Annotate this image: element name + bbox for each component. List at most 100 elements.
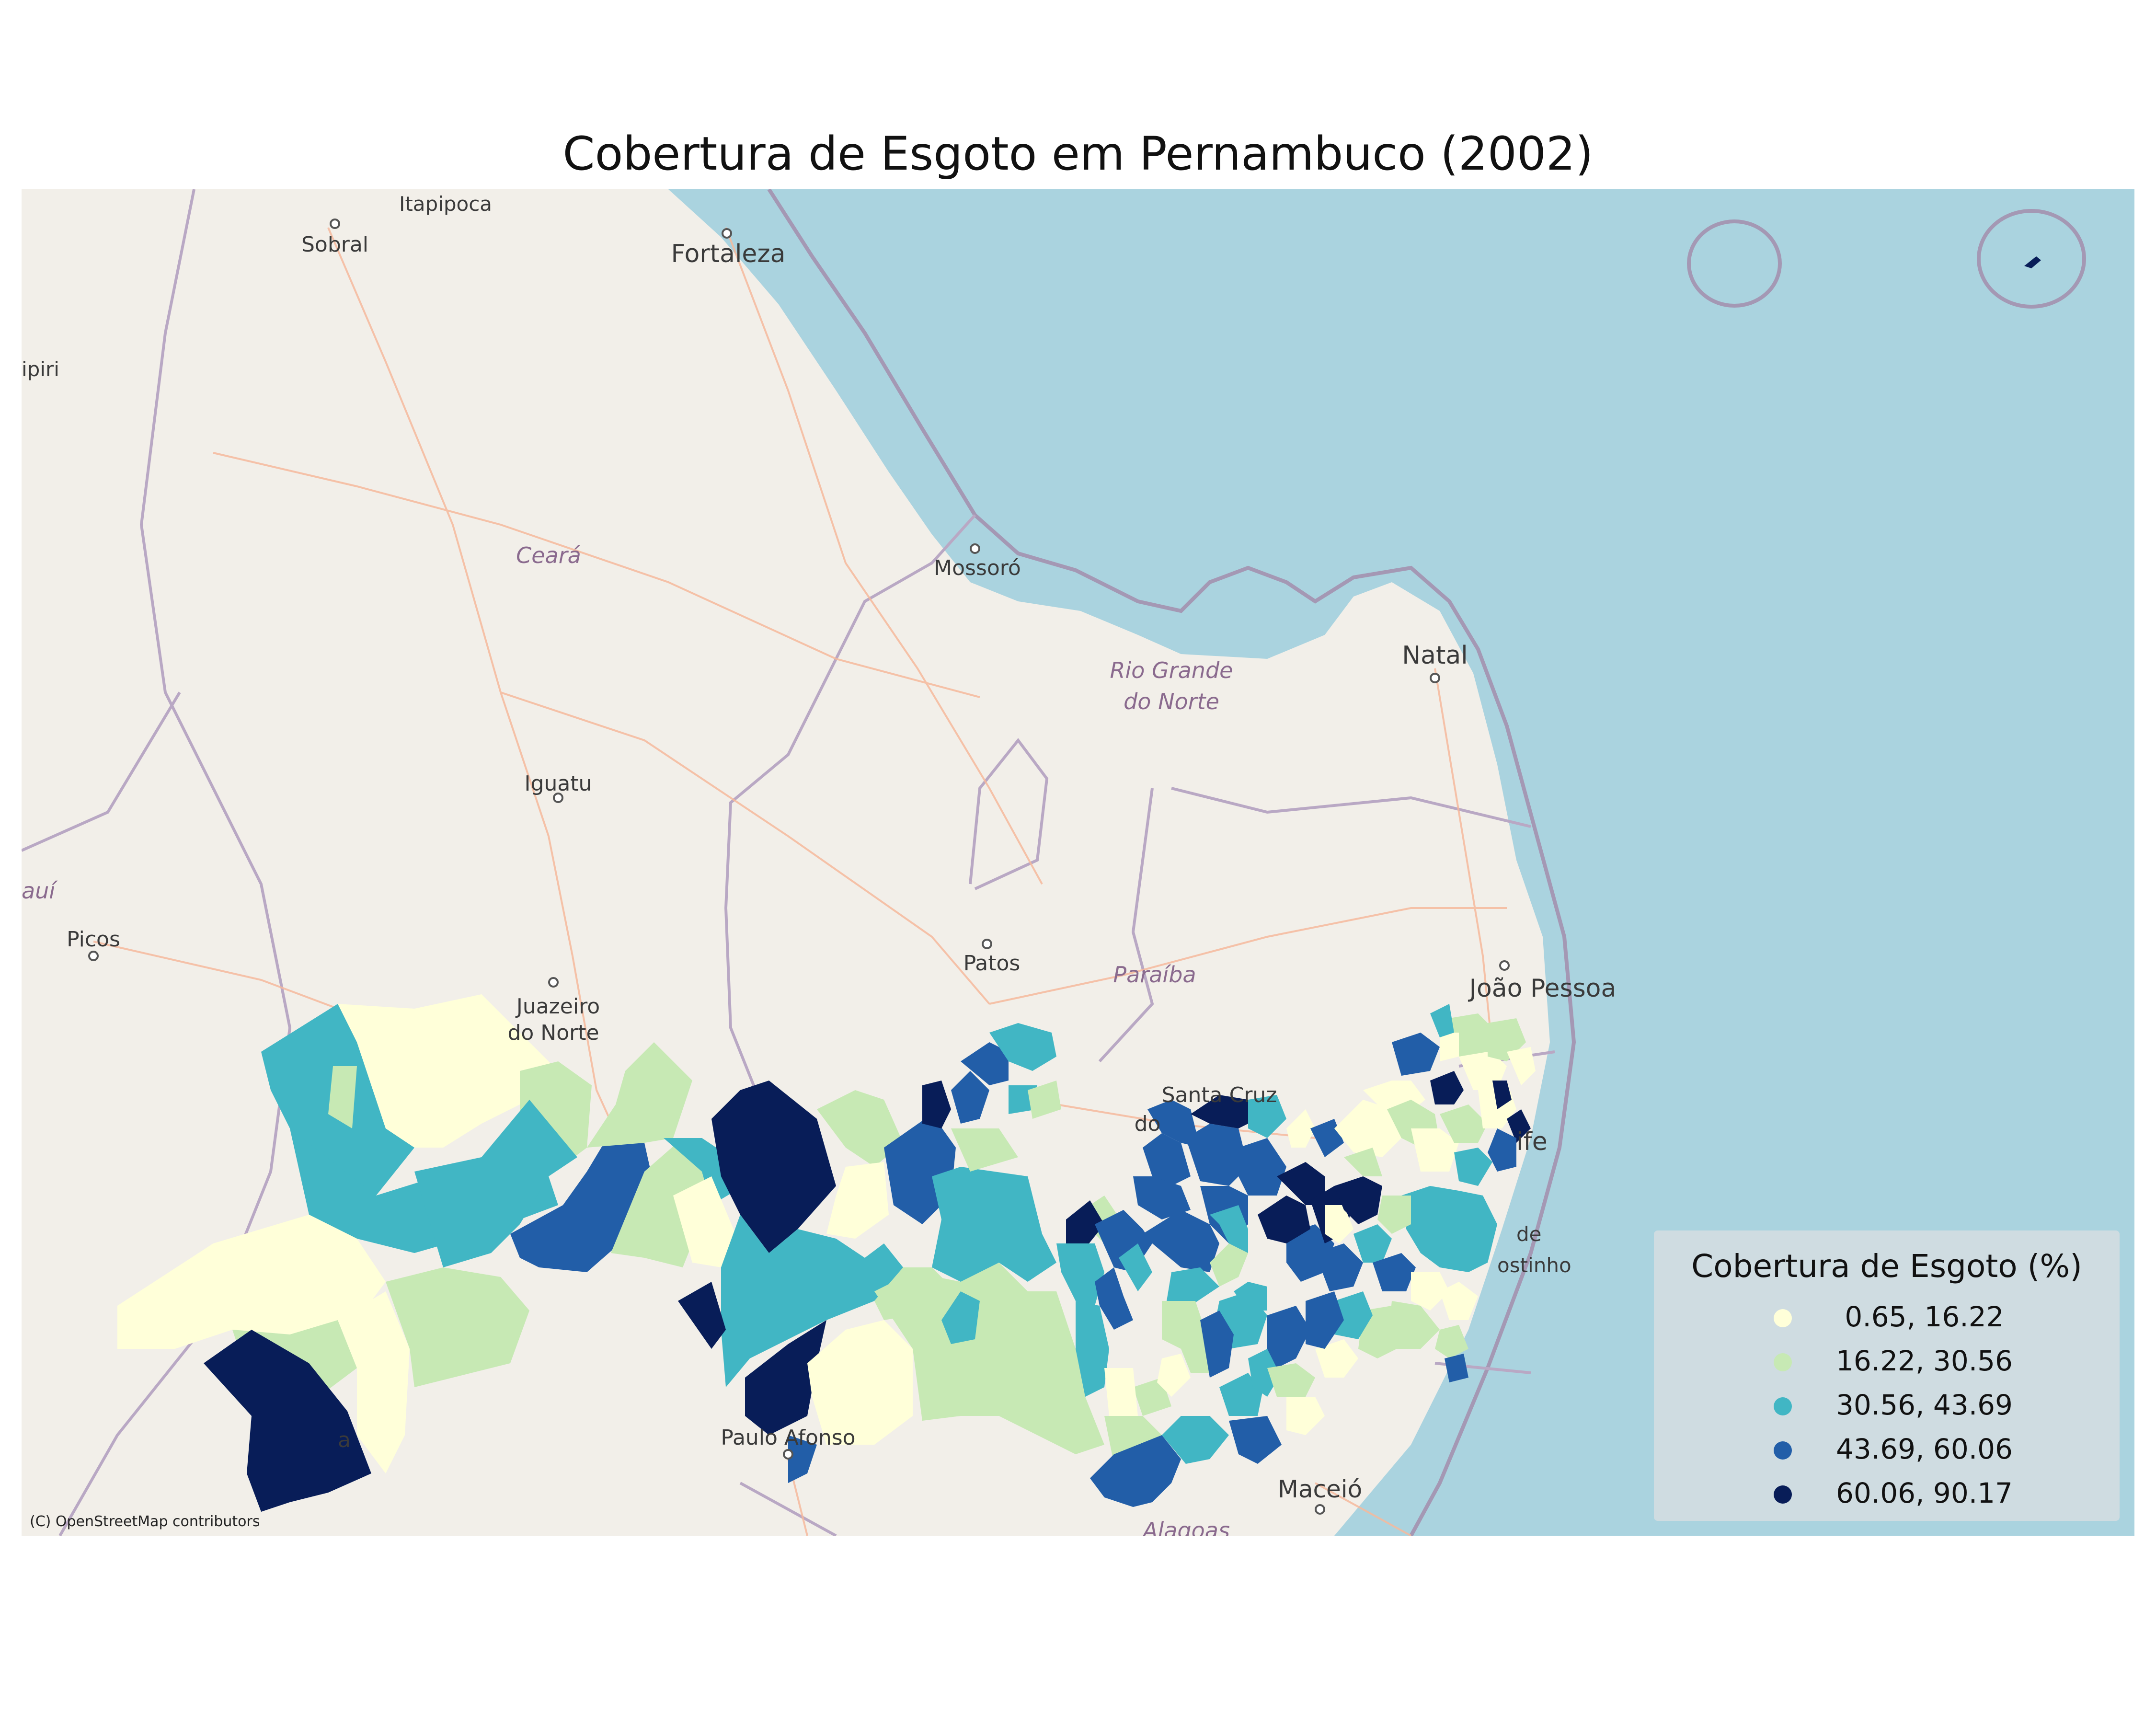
municipality: [874, 1263, 1104, 1454]
municipality: [414, 1100, 577, 1267]
municipality: [1186, 1124, 1248, 1186]
legend-label: 30.56, 43.69: [1836, 1389, 2013, 1421]
choropleth-map[interactable]: Itapipoca Sobral Fortaleza ipiri Mossoró…: [22, 189, 2134, 1536]
state-label: auí: [22, 878, 58, 904]
municipality: [788, 1435, 817, 1483]
municipality: [745, 1320, 826, 1435]
maritime-boundary: [767, 189, 1576, 1536]
municipality: [338, 1291, 410, 1473]
municipality: [1449, 1013, 1497, 1057]
municipality: [117, 1215, 386, 1349]
city-label: do Norte: [507, 1021, 599, 1045]
legend-swatch: [1774, 1485, 1792, 1504]
municipality: [1401, 1186, 1497, 1272]
city-labels: Itapipoca Sobral Fortaleza ipiri Mossoró…: [22, 192, 1616, 1503]
city-label: Picos: [67, 927, 120, 952]
municipality: [1076, 1301, 1109, 1397]
state-labels: Ceará Rio Grande do Norte Paraíba auí Al…: [22, 542, 1233, 1536]
city-label: ipiri: [22, 357, 59, 381]
municipality: [1286, 1397, 1325, 1435]
legend-label: 16.22, 30.56: [1836, 1345, 2013, 1377]
municipality: [922, 1081, 951, 1128]
municipality: [1334, 1176, 1382, 1224]
legend: Cobertura de Esgoto (%) 0.65, 16.22 16.2…: [1654, 1230, 2120, 1521]
municipality: [1430, 1071, 1464, 1104]
municipality: [673, 1176, 735, 1267]
municipality: [1507, 1047, 1536, 1085]
municipality: [1430, 1004, 1454, 1037]
municipality: [1334, 1100, 1401, 1157]
municipality: [1200, 1311, 1234, 1378]
city-label: Natal: [1402, 641, 1468, 670]
state-label: Paraíba: [1113, 962, 1196, 988]
city-label: a: [338, 1428, 351, 1452]
legend-label: 60.06, 90.17: [1836, 1477, 2013, 1509]
municipality: [826, 1162, 889, 1239]
municipality: [932, 1167, 1056, 1282]
fernando-de-noronha[interactable]: [2024, 256, 2041, 268]
city-label: Juazeiro: [515, 994, 600, 1019]
city-label: ostinho: [1497, 1254, 1571, 1277]
municipality: [1445, 1354, 1468, 1382]
city-markers: [88, 218, 1510, 1515]
city-label: de: [1516, 1222, 1542, 1246]
municipality: [1258, 1196, 1310, 1243]
municipality: [328, 1066, 357, 1128]
legend-swatch: [1774, 1353, 1792, 1371]
municipality: [1492, 1081, 1512, 1109]
municipality: [1373, 1253, 1416, 1291]
municipality: [1440, 1104, 1488, 1143]
city-label: Fortaleza: [671, 240, 785, 268]
municipality: [338, 994, 558, 1148]
municipality: [1095, 1267, 1133, 1330]
legend-swatch: [1774, 1397, 1792, 1415]
city-label: Santa Cruz: [1162, 1083, 1277, 1107]
municipality: [1440, 1282, 1478, 1320]
map-title: Cobertura de Esgoto em Pernambuco (2002): [562, 127, 1594, 181]
municipality: [1119, 1243, 1152, 1291]
municipality: [1315, 1339, 1358, 1378]
municipality: [1377, 1196, 1411, 1234]
municipality: [1090, 1435, 1181, 1507]
municipality: [817, 1090, 903, 1167]
municipality: [961, 1042, 1009, 1085]
pernambuco-municipalities[interactable]: [117, 994, 1536, 1512]
state-label: do Norte: [1124, 689, 1219, 714]
municipality: [1387, 1301, 1440, 1349]
municipality: [1435, 1325, 1468, 1358]
municipality: [1353, 1224, 1392, 1263]
municipality: [721, 1215, 903, 1387]
state-borders: [22, 189, 1555, 1536]
city-label: do: [1135, 1112, 1161, 1136]
municipality: [1056, 1243, 1104, 1306]
municipality: [1066, 1200, 1104, 1248]
municipality: [1306, 1291, 1344, 1349]
state-label: Ceará: [516, 542, 581, 568]
municipality: [1167, 1267, 1219, 1306]
municipality: [1334, 1291, 1373, 1339]
municipality: [1325, 1205, 1353, 1243]
island-boundary-ring: [1687, 219, 1782, 308]
island-boundary-ring: [1977, 209, 2086, 309]
municipality: [1104, 1368, 1138, 1416]
municipality: [587, 1042, 692, 1148]
municipality: [989, 1023, 1056, 1071]
state-label: Rio Grande: [1110, 657, 1233, 683]
municipality: [1143, 1133, 1191, 1186]
municipality: [204, 1330, 371, 1512]
municipality: [1277, 1162, 1325, 1205]
municipality: [807, 1320, 913, 1445]
municipality: [1507, 1109, 1531, 1143]
legend-swatch: [1774, 1441, 1792, 1460]
city-label: Patos: [963, 951, 1021, 976]
city-label: Mossoró: [934, 556, 1021, 580]
municipality: [941, 1291, 980, 1344]
legend-title: Cobertura de Esgoto (%): [1691, 1248, 2082, 1285]
municipality: [1248, 1095, 1286, 1138]
municipality: [1162, 1416, 1229, 1464]
municipality: [1440, 1033, 1459, 1061]
municipality: [1454, 1148, 1492, 1186]
city-label: João Pessoa: [1468, 974, 1617, 1003]
municipality: [1488, 1128, 1516, 1172]
city-label: Maceió: [1278, 1475, 1363, 1503]
